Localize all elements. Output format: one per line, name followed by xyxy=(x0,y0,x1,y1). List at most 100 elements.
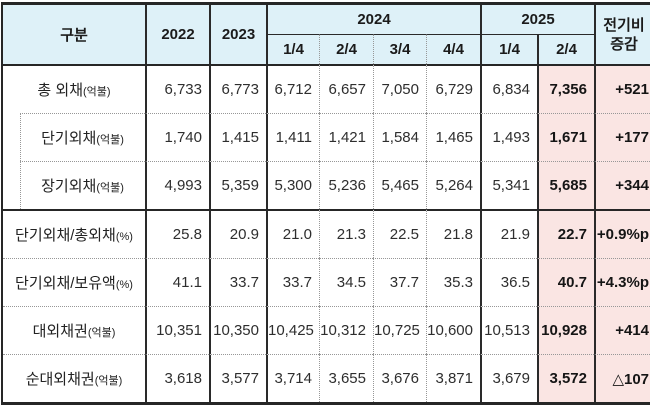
value-cell: 33.7 xyxy=(209,258,266,306)
row-label: 총 외채 xyxy=(37,82,83,99)
row-label: 장기외채 xyxy=(41,177,97,195)
value-cell: 6,773 xyxy=(209,64,266,113)
value-cell: 6,712 xyxy=(266,64,319,113)
value-cell: 41.1 xyxy=(145,258,209,306)
value-cell: 21.0 xyxy=(266,209,319,258)
row-label: 순대외채권 xyxy=(25,371,95,388)
row-label: 단기외채/보유액 xyxy=(15,275,116,292)
row-label: 단기외채/총외채 xyxy=(15,227,116,244)
value-cell: 21.8 xyxy=(426,209,480,258)
table-row: 총 외채(억불) 6,733 6,773 6,712 6,657 7,050 6… xyxy=(3,64,650,113)
header-change-line2: 증감 xyxy=(610,35,638,53)
header-2024-group: 2024 xyxy=(266,5,480,34)
value-cell: 6,729 xyxy=(426,64,480,113)
value-cell: 21.3 xyxy=(319,209,373,258)
value-cell: 7,356 xyxy=(537,64,594,113)
value-cell: 1,493 xyxy=(480,113,537,161)
row-unit: (억불) xyxy=(83,86,111,98)
table-row: 대외채권(억불) 10,351 10,350 10,425 10,312 10,… xyxy=(3,306,650,354)
change-cell: +344 xyxy=(594,161,650,209)
header-2024-q3: 3/4 xyxy=(373,34,426,64)
value-cell: 5,465 xyxy=(373,161,426,209)
value-cell: 22.5 xyxy=(373,209,426,258)
row-label-cell: 총 외채(억불) xyxy=(3,64,145,113)
header-change-line1: 전기비 xyxy=(603,16,645,34)
value-cell: 35.3 xyxy=(426,258,480,306)
value-cell: 5,359 xyxy=(209,161,266,209)
value-cell: 3,618 xyxy=(145,354,209,402)
value-cell: 3,572 xyxy=(537,354,594,402)
value-cell: 40.7 xyxy=(537,258,594,306)
value-cell: 10,425 xyxy=(266,306,319,354)
value-cell: 37.7 xyxy=(373,258,426,306)
value-cell: 5,685 xyxy=(537,161,594,209)
header-row-quarters: 1/4 2/4 3/4 4/4 1/4 2/4 xyxy=(3,34,650,64)
row-label: 단기외채 xyxy=(41,129,97,147)
value-cell: 10,350 xyxy=(209,306,266,354)
value-cell: 36.5 xyxy=(480,258,537,306)
value-cell: 3,577 xyxy=(209,354,266,402)
table-row: 장기외채(억불) 4,993 5,359 5,300 5,236 5,465 5… xyxy=(3,161,650,209)
header-2025-group: 2025 xyxy=(480,5,594,34)
change-cell: +4.3%p xyxy=(594,258,650,306)
header-2025-q1: 1/4 xyxy=(480,34,537,64)
value-cell: 22.7 xyxy=(537,209,594,258)
row-unit: (%) xyxy=(115,231,133,243)
row-label-cell: 대외채권(억불) xyxy=(3,306,145,354)
value-cell: 7,050 xyxy=(373,64,426,113)
change-cell: +521 xyxy=(594,64,650,113)
row-label-cell: 단기외채(억불) xyxy=(3,113,145,161)
value-cell: 5,300 xyxy=(266,161,319,209)
header-2024-q4: 4/4 xyxy=(426,34,480,64)
table-row: 단기외채/보유액(%) 41.1 33.7 33.7 34.5 37.7 35.… xyxy=(3,258,650,306)
row-label-cell: 단기외채/보유액(%) xyxy=(3,258,145,306)
header-change: 전기비 증감 xyxy=(594,5,650,64)
header-2024-q1: 1/4 xyxy=(266,34,319,64)
value-cell: 5,341 xyxy=(480,161,537,209)
value-cell: 5,264 xyxy=(426,161,480,209)
value-cell: 3,655 xyxy=(319,354,373,402)
value-cell: 6,834 xyxy=(480,64,537,113)
value-cell: 1,671 xyxy=(537,113,594,161)
row-label-cell: 장기외채(억불) xyxy=(3,161,145,209)
value-cell: 3,714 xyxy=(266,354,319,402)
header-2024-q2: 2/4 xyxy=(319,34,373,64)
row-unit: (%) xyxy=(115,279,133,291)
value-cell: 34.5 xyxy=(319,258,373,306)
value-cell: 3,871 xyxy=(426,354,480,402)
table-row: 순대외채권(억불) 3,618 3,577 3,714 3,655 3,676 … xyxy=(3,354,650,402)
value-cell: 21.9 xyxy=(480,209,537,258)
value-cell: 10,725 xyxy=(373,306,426,354)
value-cell: 33.7 xyxy=(266,258,319,306)
value-cell: 10,600 xyxy=(426,306,480,354)
value-cell: 10,351 xyxy=(145,306,209,354)
external-debt-table: 구분 2022 2023 2024 2025 전기비 증감 1/4 2/4 3/4… xyxy=(1,2,650,405)
value-cell: 5,236 xyxy=(319,161,373,209)
value-cell: 1,415 xyxy=(209,113,266,161)
row-label-cell: 순대외채권(억불) xyxy=(3,354,145,402)
row-unit: (억불) xyxy=(96,181,124,194)
table-row: 단기외채(억불) 1,740 1,415 1,411 1,421 1,584 1… xyxy=(3,113,650,161)
value-cell: 10,513 xyxy=(480,306,537,354)
value-cell: 1,740 xyxy=(145,113,209,161)
value-cell: 10,928 xyxy=(537,306,594,354)
value-cell: 1,584 xyxy=(373,113,426,161)
value-cell: 4,993 xyxy=(145,161,209,209)
value-cell: 6,657 xyxy=(319,64,373,113)
header-2023: 2023 xyxy=(209,5,266,64)
row-unit: (억불) xyxy=(96,133,124,146)
table-body: 총 외채(억불) 6,733 6,773 6,712 6,657 7,050 6… xyxy=(3,64,650,402)
row-label: 대외채권 xyxy=(32,323,88,340)
header-2022: 2022 xyxy=(145,5,209,64)
value-cell: 6,733 xyxy=(145,64,209,113)
row-unit: (억불) xyxy=(87,327,116,339)
value-cell: 1,465 xyxy=(426,113,480,161)
value-cell: 10,312 xyxy=(319,306,373,354)
header-2025-q2: 2/4 xyxy=(537,34,594,64)
change-cell: +414 xyxy=(594,306,650,354)
table-row: 단기외채/총외채(%) 25.8 20.9 21.0 21.3 22.5 21.… xyxy=(3,209,650,258)
value-cell: 1,421 xyxy=(319,113,373,161)
header-row-groups: 구분 2022 2023 2024 2025 전기비 증감 xyxy=(3,5,650,64)
value-cell: 3,676 xyxy=(373,354,426,402)
change-cell: △107 xyxy=(594,354,650,402)
